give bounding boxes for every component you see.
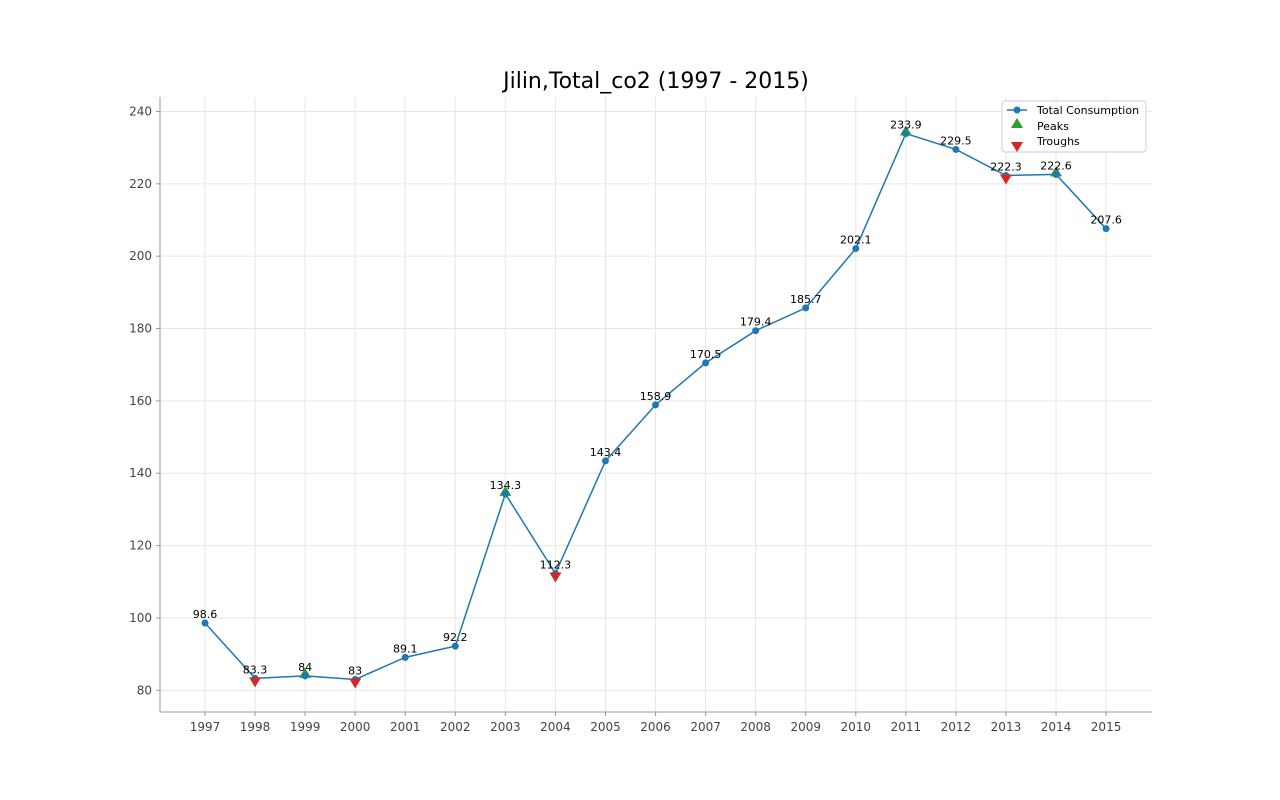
data-label: 83.3 [243, 663, 268, 676]
x-tick-label: 1998 [240, 720, 271, 734]
data-point [702, 359, 710, 367]
data-label: 112.3 [540, 558, 572, 571]
data-label: 98.6 [193, 608, 218, 621]
data-label: 185.7 [790, 293, 822, 306]
y-tick-label: 140 [129, 466, 152, 480]
data-point [451, 642, 459, 650]
x-tick-label: 2004 [540, 720, 571, 734]
x-tick-label: 2003 [490, 720, 521, 734]
x-axis-ticks: 1997 1998 1999 2000 2001 2002 2003 2004 2005 2006… [190, 712, 1122, 734]
legend-label-total: Total Consumption [1036, 104, 1139, 117]
peak-trough-markers [249, 125, 1063, 689]
trough-marker [249, 677, 262, 688]
legend-peak-swatch [1011, 118, 1023, 128]
x-tick-label: 2002 [440, 720, 471, 734]
y-tick-label: 180 [129, 322, 152, 336]
x-tick-label: 1999 [290, 720, 321, 734]
data-label: 143.4 [590, 446, 622, 459]
x-tick-label: 2013 [991, 720, 1022, 734]
x-tick-label: 2000 [340, 720, 371, 734]
data-point [301, 672, 309, 680]
legend: Total Consumption Peaks Troughs [1001, 100, 1147, 153]
y-tick-label: 220 [129, 177, 152, 191]
data-label: 222.6 [1040, 159, 1072, 172]
data-label: 233.9 [890, 119, 922, 132]
data-label: 134.3 [490, 479, 522, 492]
data-point [802, 304, 810, 312]
y-tick-label: 200 [129, 249, 152, 263]
legend-label-peaks: Peaks [1037, 120, 1069, 133]
x-tick-label: 2007 [690, 720, 721, 734]
y-tick-label: 80 [137, 683, 152, 697]
data-point [1102, 225, 1110, 233]
trough-marker [549, 572, 562, 583]
data-label: 84 [298, 661, 312, 674]
legend-trough-swatch [1011, 142, 1023, 152]
data-labels: 98.6 83.3 84 83 89.1 92.2 134.3 112.3 143.4 158.9… [193, 119, 1122, 678]
legend-label-troughs: Troughs [1036, 135, 1080, 148]
x-tick-label: 1997 [190, 720, 221, 734]
data-point [652, 401, 660, 409]
data-point [752, 327, 760, 335]
data-label: 83 [348, 664, 362, 677]
y-axis-ticks: 80 100 120 140 160 180 200 220 240 [129, 104, 160, 697]
x-tick-label: 2015 [1091, 720, 1122, 734]
data-point [1052, 170, 1060, 178]
x-tick-label: 2012 [941, 720, 972, 734]
data-label: 89.1 [393, 642, 418, 655]
data-point [902, 130, 910, 138]
y-tick-label: 120 [129, 539, 152, 553]
x-tick-label: 2008 [740, 720, 771, 734]
chart-title: Jilin,Total_co2 (1997 - 2015) [501, 69, 809, 94]
x-tick-label: 2006 [640, 720, 671, 734]
data-point [601, 457, 609, 465]
data-label: 179.4 [740, 316, 772, 329]
data-label: 158.9 [640, 390, 672, 403]
data-label: 170.5 [690, 348, 722, 361]
y-tick-label: 240 [129, 104, 152, 118]
data-label: 207.6 [1090, 214, 1122, 227]
trough-marker [999, 174, 1012, 185]
data-label: 222.3 [990, 161, 1022, 174]
data-point [501, 490, 509, 498]
legend-point-swatch [1013, 106, 1021, 114]
data-label: 92.2 [443, 631, 468, 644]
data-point [952, 145, 960, 153]
data-point [401, 653, 409, 661]
legend-box [1001, 100, 1147, 153]
x-tick-label: 2014 [1041, 720, 1072, 734]
x-tick-label: 2005 [590, 720, 621, 734]
data-point [852, 245, 860, 253]
x-tick-label: 2009 [790, 720, 821, 734]
x-tick-label: 2010 [841, 720, 872, 734]
y-tick-label: 160 [129, 394, 152, 408]
data-label: 229.5 [940, 134, 972, 147]
trough-marker [349, 678, 362, 689]
data-label: 202.1 [840, 234, 872, 247]
y-tick-label: 100 [129, 611, 152, 625]
x-tick-label: 2011 [891, 720, 922, 734]
data-point [201, 619, 209, 627]
x-tick-label: 2001 [390, 720, 421, 734]
grid [160, 97, 1152, 712]
